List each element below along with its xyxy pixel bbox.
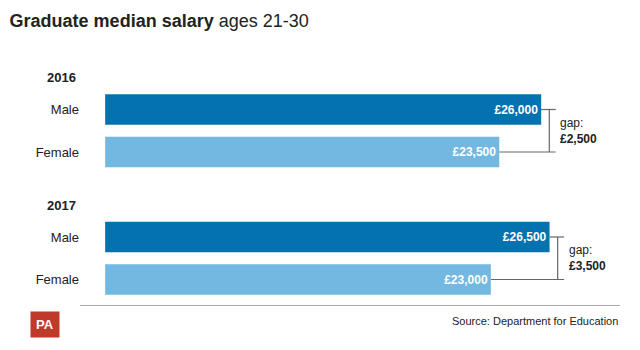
svg-text:2017: 2017 [47, 198, 76, 213]
svg-text:£23,000: £23,000 [444, 273, 488, 287]
svg-text:gap:£3,500: gap:£3,500 [569, 243, 606, 273]
svg-text:Male: Male [51, 230, 79, 245]
svg-text:£26,500: £26,500 [503, 230, 547, 244]
svg-text:PA: PA [36, 317, 54, 332]
svg-text:Female: Female [36, 145, 79, 160]
svg-text:2016: 2016 [47, 70, 76, 85]
svg-text:Graduate median salary ages 21: Graduate median salary ages 21-30 [10, 11, 309, 31]
svg-text:gap:£2,500: gap:£2,500 [560, 116, 597, 146]
svg-text:Male: Male [51, 102, 79, 117]
svg-text:Source: Department for Educati: Source: Department for Education [452, 315, 618, 327]
svg-text:£23,500: £23,500 [453, 145, 497, 159]
svg-text:Female: Female [36, 272, 79, 287]
svg-text:£26,000: £26,000 [494, 103, 538, 117]
